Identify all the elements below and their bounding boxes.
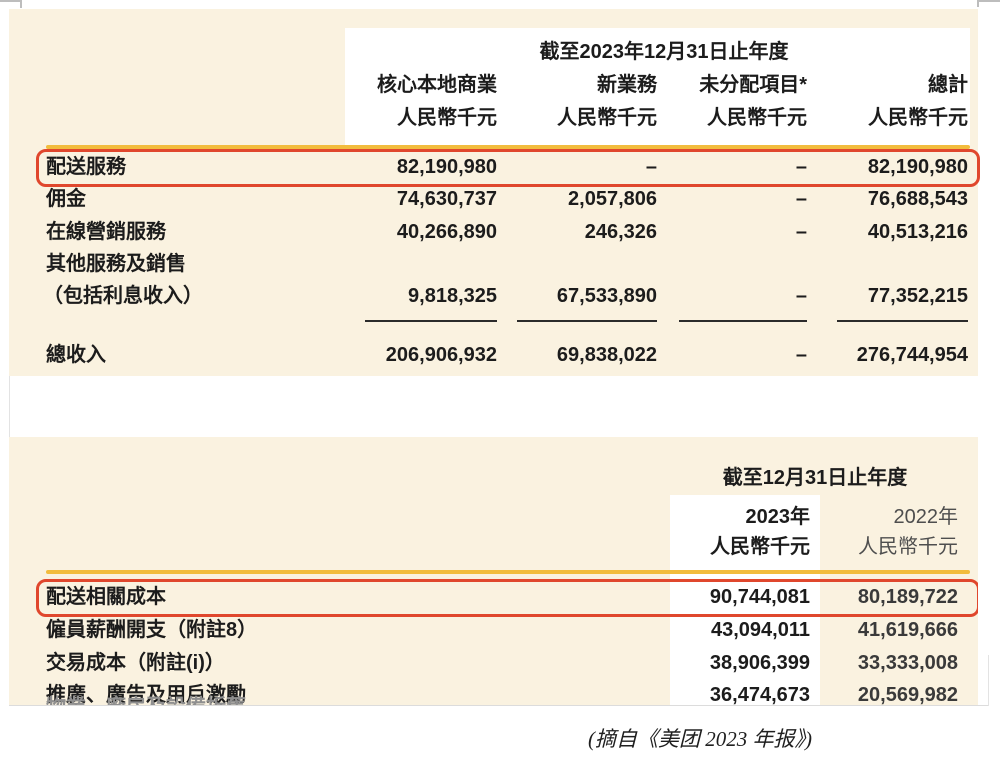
unit-header-row: 人民幣千元 人民幣千元 人民幣千元 人民幣千元: [9, 102, 968, 135]
column-header: 總計: [928, 74, 968, 96]
cell: 69,838,022: [556, 344, 657, 366]
cell: 43,094,011: [711, 619, 810, 641]
page-edge-line: [988, 655, 989, 706]
cell: 90,744,081: [709, 586, 810, 608]
table-row-delivery-services: 配送服務 82,190,980 – – 82,190,980: [9, 151, 968, 183]
gold-divider-line: [46, 145, 970, 149]
row-label: 在線營銷服務: [46, 221, 166, 243]
cell: 76,688,543: [867, 188, 968, 210]
period-header-row: 截至2023年12月31日止年度: [9, 36, 968, 69]
cost-table: 截至12月31日止年度 2023年 2022年 人民幣千元 人民幣千元 配送相關…: [9, 437, 978, 705]
cell: 2,057,806: [568, 188, 657, 210]
cell: 40,266,890: [396, 221, 497, 243]
cell: 38,906,399: [709, 652, 810, 674]
cell: –: [645, 156, 657, 178]
cell: 41,619,666: [857, 619, 958, 641]
gold-divider-line: [46, 570, 970, 574]
column-header: 核心本地商業: [377, 74, 497, 96]
row-label-clipped: 物業、廠房及設備折舊: [9, 691, 670, 705]
page-edge-line: [9, 705, 989, 706]
row-label: 佣金: [46, 188, 86, 210]
screenshot-corner-mark: [977, 0, 1000, 7]
year-header-2022: 2022年: [893, 506, 959, 528]
column-header-row: 核心本地商業 新業務 未分配項目* 總計: [9, 69, 968, 102]
cell: –: [795, 344, 807, 366]
table-row-other-services-line1: 其他服務及銷售: [9, 248, 968, 281]
cell: 276,744,954: [856, 344, 968, 366]
cell: 74,630,737: [396, 188, 497, 210]
row-label: 總收入: [46, 344, 106, 366]
header-highlight-block: [345, 28, 970, 146]
cell: 206,906,932: [385, 344, 497, 366]
row-label: 配送相關成本: [46, 586, 166, 608]
cell: 36,474,673: [709, 684, 810, 705]
subtotal-rule: [679, 320, 807, 322]
cell: 246,326: [584, 221, 657, 243]
year-header-row: 2023年 2022年: [9, 501, 959, 534]
source-caption: (摘自《美团 2023 年报》): [588, 727, 812, 751]
unit-label: 人民幣千元: [397, 107, 497, 129]
cell: 33,333,008: [857, 652, 958, 674]
table-row-other-services-line2: （包括利息收入） 9,818,325 67,533,890 – 77,352,2…: [9, 280, 968, 313]
cell: 20,569,982: [857, 684, 958, 705]
unit-label: 人民幣千元: [707, 107, 807, 129]
cell: –: [795, 285, 807, 307]
cell: –: [795, 188, 807, 210]
unit-label: 人民幣千元: [557, 107, 657, 129]
unit-label: 人民幣千元: [710, 536, 810, 558]
table-row-total-revenue: 總收入 206,906,932 69,838,022 – 276,744,954: [9, 339, 968, 372]
table-row-online-marketing: 在線營銷服務 40,266,890 246,326 – 40,513,216: [9, 216, 968, 249]
page-edge-line: [9, 376, 10, 437]
cell: 77,352,215: [867, 285, 968, 307]
cell: 82,190,980: [867, 156, 968, 178]
column-header: 新業務: [597, 74, 657, 96]
table-row-promotion-advertising: 推廣、廣告及用戶激勵 36,474,673 20,569,982: [9, 679, 958, 705]
table-row-employee-benefits: 僱員薪酬開支（附註8） 43,094,011 41,619,666: [9, 614, 958, 647]
row-label: 其他服務及銷售: [46, 253, 186, 275]
table-row-delivery-related-costs: 配送相關成本 90,744,081 80,189,722: [9, 581, 958, 613]
table-row-commission: 佣金 74,630,737 2,057,806 – 76,688,543: [9, 183, 968, 216]
row-label: 推廣、廣告及用戶激勵: [46, 684, 246, 705]
row-label: （包括利息收入）: [43, 285, 203, 307]
unit-label: 人民幣千元: [858, 536, 958, 558]
cell: 40,513,216: [867, 221, 968, 243]
row-label: 交易成本（附註(i)）: [46, 652, 225, 674]
unit-header-row: 人民幣千元 人民幣千元: [9, 531, 958, 564]
subtotal-rule: [365, 320, 497, 322]
table-row-clipped: 物業、廠房及設備折舊: [9, 691, 958, 705]
cell: 82,190,980: [396, 156, 497, 178]
screenshot-corner-mark: [0, 0, 22, 8]
table-row-transacting-costs: 交易成本（附註(i)） 38,906,399 33,333,008: [9, 647, 958, 680]
column-header: 未分配項目*: [699, 74, 807, 96]
year-header-2023: 2023年: [745, 506, 811, 528]
cell: 67,533,890: [556, 285, 657, 307]
cell: 80,189,722: [857, 586, 958, 608]
period-header: 截至2023年12月31日止年度: [539, 41, 789, 63]
row-label: 配送服務: [46, 156, 126, 178]
revenue-table: 截至2023年12月31日止年度 核心本地商業 新業務 未分配項目* 總計 人民…: [9, 9, 980, 376]
row-label: 僱員薪酬開支（附註8）: [46, 619, 258, 641]
cell: 9,818,325: [408, 285, 497, 307]
cell: –: [795, 221, 807, 243]
period-header: 截至12月31日止年度: [722, 467, 908, 489]
unit-label: 人民幣千元: [868, 107, 968, 129]
subtotal-rule: [837, 320, 968, 322]
cell: –: [795, 156, 807, 178]
current-year-column-highlight: [670, 495, 820, 705]
subtotal-rule: [517, 320, 657, 322]
